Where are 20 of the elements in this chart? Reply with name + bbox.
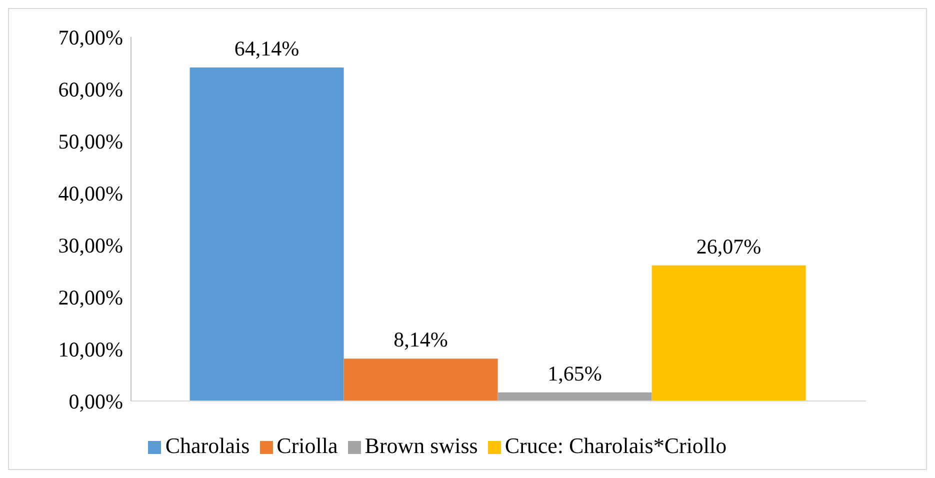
bar: [652, 265, 806, 401]
data-label: 64,14%: [234, 36, 300, 60]
y-tick-label: 0,00%: [68, 389, 123, 414]
y-tick-label: 70,00%: [58, 25, 123, 50]
bar: [498, 392, 652, 401]
legend-label: Brown swiss: [364, 433, 478, 458]
data-label: 8,14%: [394, 328, 448, 352]
y-tick-label: 50,00%: [58, 129, 123, 154]
y-tick-label: 40,00%: [58, 181, 123, 206]
bar: [344, 358, 498, 401]
data-label: 26,07%: [696, 234, 762, 258]
y-tick-label: 30,00%: [58, 233, 123, 258]
data-label: 1,65%: [548, 361, 602, 386]
bar: [190, 67, 344, 401]
y-tick-label: 10,00%: [58, 337, 123, 362]
legend-label: Cruce: Charolais*Criollo: [504, 433, 727, 458]
y-tick-label: 60,00%: [58, 77, 123, 102]
y-tick-label: 20,00%: [58, 285, 123, 310]
legend-label: Criolla: [276, 433, 338, 458]
legend-label: Charolais: [165, 433, 250, 458]
